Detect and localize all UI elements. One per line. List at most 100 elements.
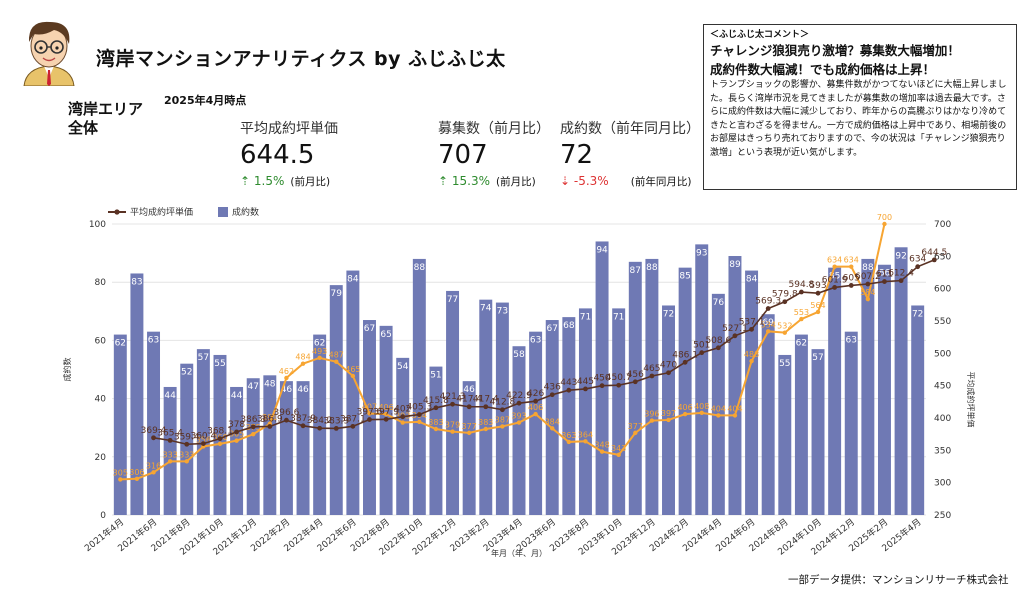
bar <box>346 270 360 515</box>
avg-price-value-label: 378 <box>228 420 245 430</box>
bar <box>595 241 609 515</box>
listings-point <box>350 373 356 379</box>
avg-price-point <box>333 426 339 431</box>
bar <box>894 247 908 515</box>
bar-value-label: 88 <box>862 263 874 273</box>
y-right-tick-label: 500 <box>934 349 951 359</box>
listings-value-label: 407 <box>362 402 377 411</box>
avg-price-value-label: 397.6 <box>357 408 383 418</box>
y-right-tick-label: 600 <box>934 285 951 295</box>
area-label-line2: 全体 <box>68 119 99 137</box>
y-left-tick-label: 20 <box>95 453 107 463</box>
kpi-label: 平均成約坪単価 <box>240 121 338 137</box>
avg-price-value-label: 397.9 <box>373 407 399 417</box>
listings-value-label: 396 <box>644 410 659 419</box>
kpi-note: (前月比) <box>496 176 536 188</box>
bar <box>163 386 177 515</box>
avg-price-value-label: 387.9 <box>290 414 316 424</box>
bar <box>794 334 808 515</box>
listings-value-label: 333 <box>179 450 194 459</box>
bar <box>645 258 659 515</box>
listings-value-label: 465 <box>345 365 360 374</box>
avg-price-point <box>799 289 804 295</box>
legend-line-marker <box>114 209 120 215</box>
bar-value-label: 76 <box>713 298 725 308</box>
bar <box>745 270 759 515</box>
y-left-tick-label: 100 <box>89 220 106 230</box>
avg-price-value-label: 368.1 <box>207 427 233 437</box>
bar <box>512 346 526 515</box>
area-label: 湾岸エリア 全体 <box>68 100 143 138</box>
listings-value-label: 391 <box>262 413 277 422</box>
kpi-contracts: 成約数（前年同月比） 72 ⇣ -5.3% (前年同月比) <box>560 118 700 189</box>
bar-value-label: 47 <box>247 382 258 392</box>
listings-point <box>849 264 854 269</box>
kpi-avg-price: 平均成約坪単価 644.5 ⇡ 1.5% (前月比) <box>240 118 338 189</box>
y-left-tick-label: 80 <box>95 278 107 288</box>
y-right-tick-label: 250 <box>934 511 951 521</box>
avg-price-point <box>250 424 256 430</box>
page-title: 湾岸マンションアナリティクス by ふじふじ太 <box>96 48 506 70</box>
listings-value-label: 634 <box>827 256 842 265</box>
avg-price-point <box>616 382 622 388</box>
listings-point <box>284 375 289 381</box>
avg-price-value-label: 422.9 <box>506 391 532 401</box>
listings-value-label: 408 <box>694 402 709 411</box>
avg-price-value-label: 365.4 <box>157 428 183 438</box>
listings-value-label: 364 <box>578 430 593 439</box>
avg-price-point <box>483 404 489 410</box>
avg-price-value-label: 594.8 <box>789 280 815 290</box>
bar-value-label: 44 <box>164 391 176 401</box>
avg-price-point <box>649 373 655 379</box>
bar-value-label: 48 <box>264 379 276 389</box>
listings-point <box>865 296 871 302</box>
bar-value-label: 51 <box>430 371 441 381</box>
listings-value-label: 404 <box>727 404 742 413</box>
bar-value-label: 62 <box>796 339 807 349</box>
avg-price-value-label: 605 <box>843 273 860 283</box>
avg-price-point <box>583 386 588 392</box>
avg-price-point <box>898 278 904 284</box>
listings-point <box>666 417 671 423</box>
avg-price-value-label: 426 <box>527 389 544 399</box>
listings-value-label: 406 <box>378 403 393 412</box>
legend-bar-swatch <box>218 207 228 217</box>
listings-point <box>616 452 621 458</box>
listings-point <box>251 431 256 437</box>
bar <box>429 366 443 515</box>
listings-value-label: 462 <box>279 367 294 376</box>
bar <box>180 363 194 515</box>
listings-point <box>882 221 887 227</box>
bar <box>545 320 559 515</box>
bar-value-label: 57 <box>812 353 823 363</box>
listings-point <box>599 449 605 454</box>
listings-value-label: 384 <box>545 417 560 426</box>
y-right-tick-label: 650 <box>934 252 951 262</box>
bar <box>695 244 709 515</box>
y-right-tick-label: 300 <box>934 479 951 489</box>
avg-price-value-label: 369.4 <box>141 426 167 436</box>
avg-price-value-label: 579.8 <box>772 290 798 300</box>
listings-value-label: 356 <box>196 435 211 444</box>
bar-value-label: 85 <box>829 272 840 282</box>
listings-value-label: 377 <box>628 422 643 431</box>
listings-point <box>334 359 339 364</box>
avg-price-point <box>350 423 356 429</box>
listings-value-label: 493 <box>312 347 327 356</box>
listings-value-label: 383 <box>478 418 493 427</box>
kpi-change: 1.5% <box>253 174 285 188</box>
listings-value-label: 383 <box>428 418 443 427</box>
y-right-axis-title: 平均成約坪単価 <box>966 372 976 428</box>
bar-value-label: 63 <box>530 336 541 346</box>
bar <box>246 378 260 515</box>
avg-price-value-label: 421.3 <box>440 392 466 402</box>
avg-price-point <box>300 423 306 429</box>
avg-price-point <box>931 257 937 263</box>
listings-point <box>500 424 505 429</box>
kpi-value: 707 <box>438 140 488 170</box>
avg-price-point <box>433 405 439 411</box>
bar-value-label: 46 <box>281 385 293 395</box>
avg-price-value-label: 607.2 <box>855 272 881 282</box>
bar-value-label: 46 <box>463 385 475 395</box>
listings-value-label: 484 <box>295 353 310 362</box>
